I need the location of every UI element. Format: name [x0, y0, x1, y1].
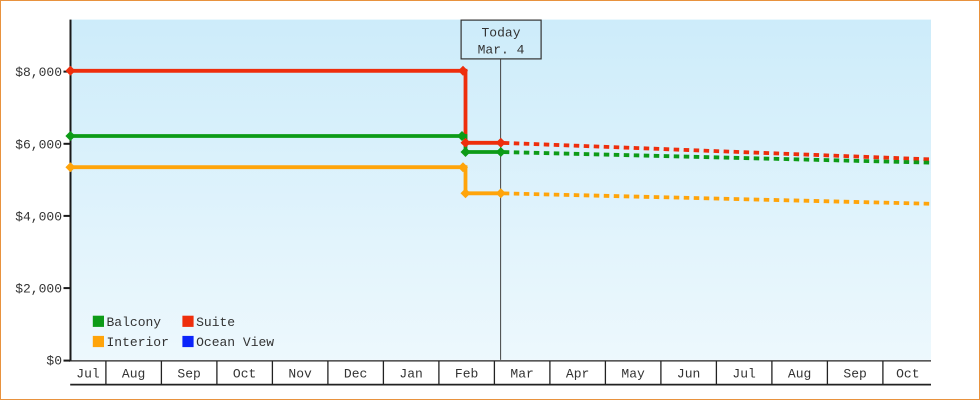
svg-text:$4,000: $4,000 [15, 209, 62, 224]
svg-text:Oct: Oct [233, 366, 256, 381]
svg-text:Dec: Dec [344, 366, 367, 381]
svg-text:Aug: Aug [788, 366, 811, 381]
svg-text:Mar. 4: Mar. 4 [478, 43, 525, 58]
svg-text:$6,000: $6,000 [15, 137, 62, 152]
svg-text:Mar: Mar [510, 366, 533, 381]
svg-text:Apr: Apr [566, 366, 589, 381]
svg-text:Nov: Nov [288, 366, 312, 381]
svg-text:Ocean View: Ocean View [196, 335, 274, 350]
svg-text:Jul: Jul [76, 366, 100, 381]
svg-text:Sep: Sep [177, 366, 200, 381]
svg-text:Feb: Feb [455, 366, 478, 381]
svg-text:Jan: Jan [399, 366, 422, 381]
svg-text:$0: $0 [46, 354, 62, 369]
svg-text:Jun: Jun [677, 366, 700, 381]
svg-text:$8,000: $8,000 [15, 65, 62, 80]
svg-text:Suite: Suite [196, 315, 235, 330]
svg-text:May: May [621, 366, 645, 381]
svg-text:Balcony: Balcony [107, 315, 162, 330]
svg-text:Sep: Sep [843, 366, 866, 381]
svg-text:$2,000: $2,000 [15, 282, 62, 297]
svg-text:Oct: Oct [896, 366, 919, 381]
svg-text:Jul: Jul [732, 366, 756, 381]
svg-text:Today: Today [481, 26, 520, 41]
svg-text:Aug: Aug [122, 366, 145, 381]
svg-text:Interior: Interior [107, 335, 169, 350]
